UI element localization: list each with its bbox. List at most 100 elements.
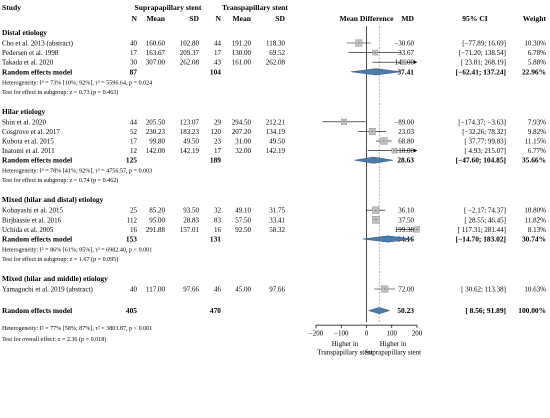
subgroup-test-text: Test for effect in subgroup: z = 1.67 (p… bbox=[2, 256, 118, 263]
subgroup-title: Mixed (hilar and distal) etiology bbox=[2, 195, 104, 204]
study-mean2: 32.00 bbox=[235, 147, 251, 155]
study-n1: 44 bbox=[130, 118, 138, 126]
study-weight: 5.88% bbox=[528, 59, 546, 67]
study-mean2: 31.00 bbox=[235, 138, 251, 146]
study-sd2: 97.66 bbox=[269, 286, 285, 294]
header-group2: Transpapillary stent bbox=[222, 3, 288, 12]
study-ci: [−71.20; 138.54] bbox=[459, 49, 506, 57]
study-name: Kubota et al. 2015 bbox=[2, 138, 54, 146]
study-sd2: 134.19 bbox=[266, 128, 286, 136]
pooled-ci: [−62.41; 137.24] bbox=[456, 67, 506, 76]
study-md: −30.60 bbox=[394, 40, 414, 48]
study-n1: 17 bbox=[130, 49, 138, 57]
study-sd2: 33.41 bbox=[269, 216, 285, 224]
study-mean1: 291.88 bbox=[146, 226, 166, 234]
ci-arrow bbox=[414, 60, 417, 64]
study-weight: 8.13% bbox=[528, 226, 546, 234]
header-sd1: SD bbox=[189, 14, 199, 23]
study-name: Shin et al. 2020 bbox=[2, 118, 46, 126]
study-n1: 12 bbox=[130, 147, 138, 155]
study-ci: [ −2.17; 74.37] bbox=[464, 207, 506, 215]
study-ci: [ 23.81; 268.19] bbox=[461, 59, 506, 67]
ci-arrow bbox=[414, 148, 417, 153]
study-ci: [−32.26; 78.32] bbox=[462, 128, 506, 136]
pooled-md: 28.63 bbox=[397, 156, 414, 165]
study-sd1: 93.50 bbox=[183, 207, 199, 215]
study-n2: 44 bbox=[214, 40, 222, 48]
x-tick-label: 200 bbox=[412, 330, 423, 338]
study-md: 36.10 bbox=[398, 207, 414, 215]
study-mean1: 117.00 bbox=[146, 286, 165, 294]
pooled-weight: 30.74% bbox=[522, 235, 546, 244]
study-n2: 46 bbox=[214, 286, 222, 294]
study-weight: 9.82% bbox=[528, 128, 546, 136]
study-n2: 120 bbox=[211, 128, 222, 136]
subgroup-test-text: Test for effect in subgroup: z = 0.74 (p… bbox=[2, 177, 118, 184]
header-weight: Weight bbox=[523, 14, 547, 23]
study-mean1: 85.20 bbox=[149, 207, 165, 215]
study-ci: [−174.37; −3.63] bbox=[458, 118, 506, 126]
study-mean2: 49.10 bbox=[235, 207, 251, 215]
header-md: MD bbox=[401, 14, 414, 23]
study-sd1: 102.80 bbox=[180, 40, 200, 48]
study-sd1: 142.19 bbox=[180, 147, 200, 155]
pooled-diamond bbox=[350, 68, 402, 76]
study-md: 33.67 bbox=[398, 49, 414, 57]
study-n1: 16 bbox=[130, 226, 138, 234]
study-ci: [−77.89; 16.69] bbox=[462, 40, 506, 48]
study-weight: 10.63% bbox=[524, 286, 546, 294]
study-sd1: 97.66 bbox=[183, 286, 199, 294]
study-md: 110.00 bbox=[395, 147, 414, 155]
study-n1: 52 bbox=[130, 128, 138, 136]
study-sd1: 262.08 bbox=[180, 59, 200, 67]
pooled-weight: 35.66% bbox=[522, 156, 546, 165]
study-mean2: 45.00 bbox=[235, 286, 251, 294]
pooled-n1: 153 bbox=[126, 235, 137, 244]
study-name: Uchida et al. 2005 bbox=[2, 226, 54, 234]
study-n2: 32 bbox=[214, 207, 222, 215]
study-n2: 17 bbox=[214, 49, 222, 57]
pooled-n2: 189 bbox=[210, 156, 221, 165]
study-mean1: 99.80 bbox=[149, 138, 165, 146]
study-md: 23.03 bbox=[398, 128, 414, 136]
pooled-n2: 470 bbox=[210, 306, 221, 315]
header-mean2: Mean bbox=[232, 14, 251, 23]
study-ci: [ 28.55; 46.45] bbox=[464, 216, 506, 224]
study-md: 68.80 bbox=[398, 138, 414, 146]
study-n2: 23 bbox=[214, 138, 222, 146]
study-n1: 25 bbox=[130, 207, 138, 215]
study-md: 72.00 bbox=[398, 286, 414, 294]
study-mean1: 160.60 bbox=[146, 40, 166, 48]
study-ci: [ 30.62; 113.38] bbox=[461, 286, 506, 294]
pooled-label: Random effects model bbox=[2, 156, 72, 165]
study-n1: 112 bbox=[127, 216, 138, 224]
study-weight: 10.30% bbox=[524, 40, 546, 48]
study-mean1: 230.23 bbox=[146, 128, 166, 136]
study-sd2: 31.75 bbox=[269, 207, 285, 215]
study-weight: 11.82% bbox=[525, 216, 546, 224]
study-mean2: 207.20 bbox=[232, 128, 252, 136]
study-mean1: 163.67 bbox=[146, 49, 166, 57]
header-group1: Suprapapillary stent bbox=[135, 3, 202, 12]
study-sd1: 209.37 bbox=[180, 49, 200, 57]
study-n1: 17 bbox=[130, 138, 138, 146]
favours-left-line1: Higher in bbox=[332, 340, 359, 348]
pooled-label: Random effects model bbox=[2, 306, 72, 315]
study-sd1: 183.23 bbox=[180, 128, 200, 136]
pooled-md: 37.41 bbox=[397, 67, 414, 76]
study-sd2: 49.50 bbox=[269, 138, 285, 146]
pooled-label: Random effects model bbox=[2, 67, 72, 76]
pooled-n2: 131 bbox=[210, 235, 221, 244]
study-md: 37.50 bbox=[398, 216, 414, 224]
study-sd2: 118.30 bbox=[266, 40, 285, 48]
subgroup-title: Distal etiology bbox=[2, 28, 47, 37]
pooled-n1: 405 bbox=[126, 306, 137, 315]
study-n2: 83 bbox=[214, 216, 222, 224]
study-name: Takada et al. 2020 bbox=[2, 59, 54, 67]
study-sd2: 58.32 bbox=[269, 226, 285, 234]
study-sd2: 262.08 bbox=[266, 59, 286, 67]
study-sd1: 28.83 bbox=[183, 216, 199, 224]
header-plot: Mean Difference bbox=[339, 14, 394, 23]
study-mean2: 294.50 bbox=[232, 118, 252, 126]
pooled-ci: [−14.70; 183.02] bbox=[456, 235, 506, 244]
